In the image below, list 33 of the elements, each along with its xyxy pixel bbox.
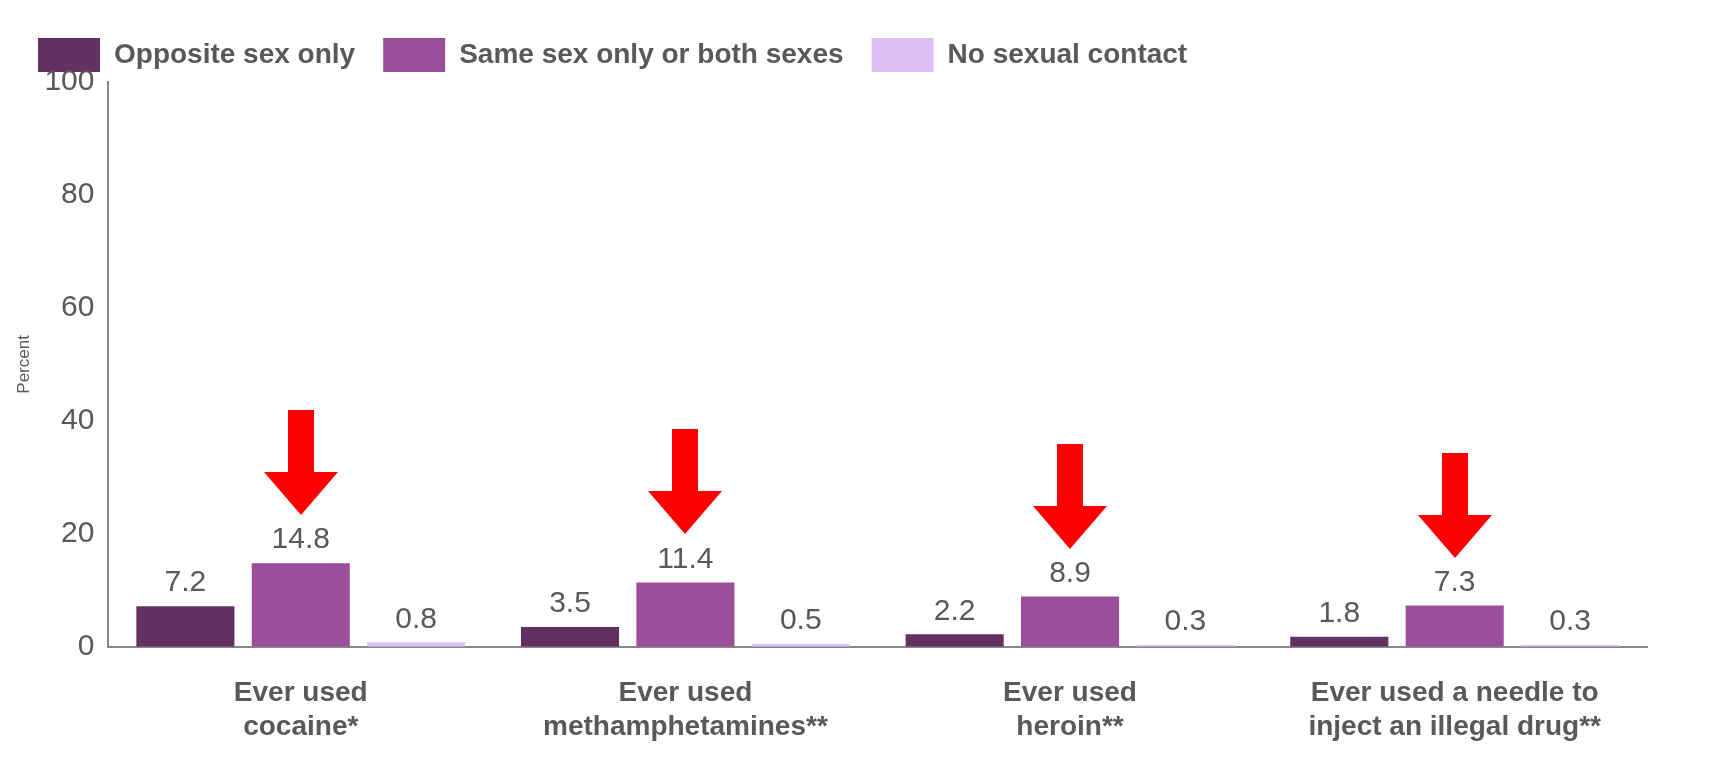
bar [1405,605,1504,647]
data-label: 11.4 [657,540,714,574]
y-tick-label: 60 [61,289,95,323]
data-label: 0.3 [1549,603,1591,637]
y-tick-label: 0 [77,628,95,662]
data-label: 7.2 [164,564,207,598]
data-label: 1.8 [1318,594,1361,628]
legend-label: Opposite sex only [114,37,356,69]
bar [136,606,235,647]
bar [251,563,350,647]
x-tick-label: Ever used methamphetamines** [543,676,828,741]
y-tick-label: 100 [44,63,95,97]
data-label: 14.8 [271,521,330,555]
data-label: 2.2 [933,592,976,626]
data-label: 7.3 [1433,563,1476,597]
data-label: 0.8 [395,600,438,634]
x-tick-label: Ever used heroin** [1003,676,1137,741]
bar [520,627,620,647]
x-tick-label: Ever used a needle to inject an illegal drug** [1308,676,1602,741]
y-tick-label: 80 [61,176,95,210]
data-label: 0.3 [1164,603,1207,637]
legend-label: No sexual contact [947,37,1188,69]
data-label: 3.5 [549,585,591,619]
data-label: 0.5 [779,602,822,636]
bar [1021,596,1120,647]
legend-label: Same sex only or both sexes [459,37,844,69]
x-tick-label: Ever used cocaine* [233,676,368,741]
bar [905,634,1004,647]
y-tick-label: 40 [61,402,95,436]
y-axis-title: Percent [13,334,33,394]
data-label: 8.9 [1049,554,1091,588]
bar [636,582,735,647]
y-tick-label: 20 [61,515,95,549]
